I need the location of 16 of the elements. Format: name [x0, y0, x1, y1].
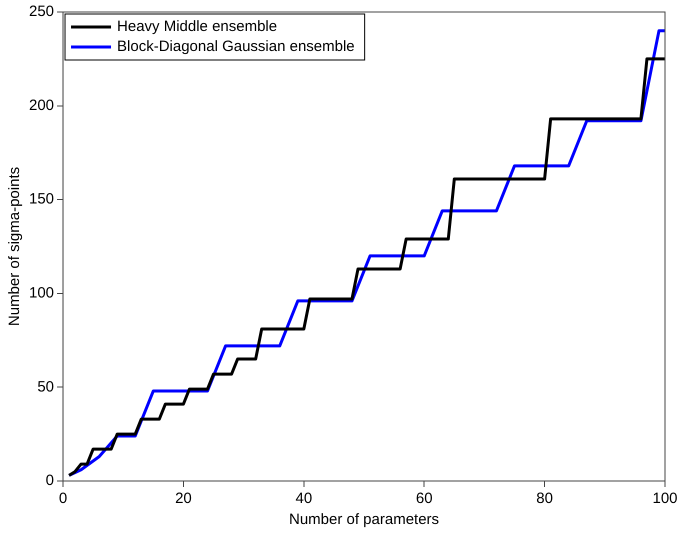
y-tick-label: 0 [46, 472, 54, 490]
x-tick-label: 20 [175, 490, 192, 508]
y-axis-title: Number of sigma-points [6, 166, 24, 326]
legend-label: Heavy Middle ensemble [117, 18, 278, 36]
y-tick-label: 100 [28, 284, 54, 302]
x-tick-label: 0 [58, 490, 68, 508]
x-tick-label: 60 [416, 490, 433, 508]
y-tick-label: 200 [28, 96, 54, 114]
legend-label: Block-Diagonal Gaussian ensemble [117, 38, 355, 56]
y-tick-label: 50 [37, 378, 54, 396]
x-tick-label: 80 [536, 490, 553, 508]
y-tick-label: 150 [28, 190, 54, 208]
x-tick-label: 100 [652, 490, 678, 508]
x-tick-label: 40 [295, 490, 312, 508]
x-axis-title: Number of parameters [288, 511, 440, 528]
y-tick-label: 250 [28, 3, 54, 20]
